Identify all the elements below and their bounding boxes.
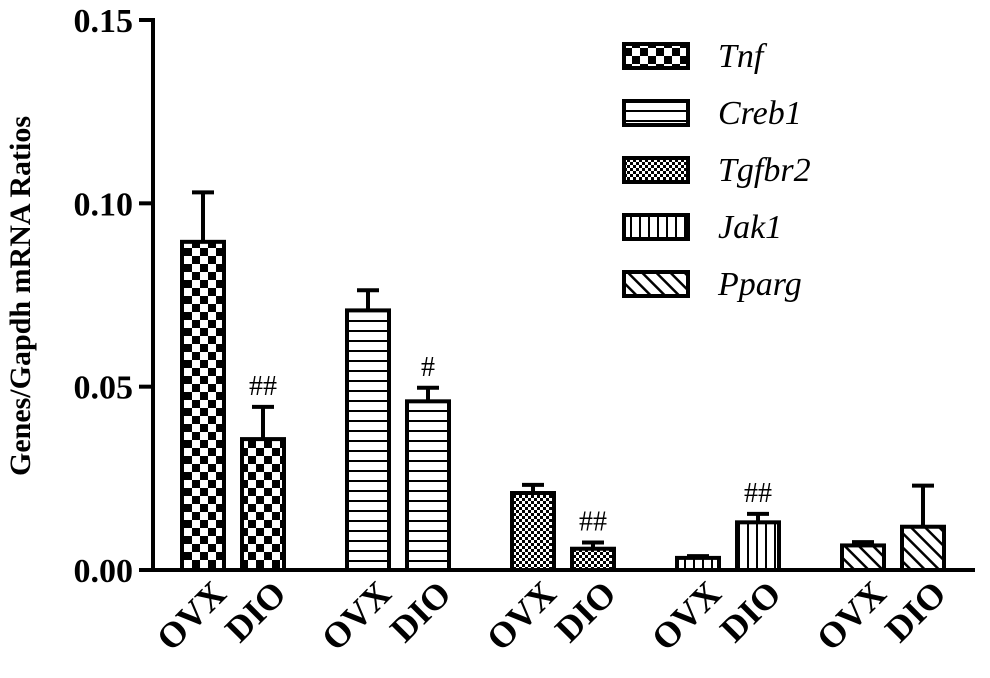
bar-tnf-dio — [240, 437, 286, 572]
y-tick-label: 0.10 — [74, 186, 134, 223]
y-tick-label: 0.00 — [74, 553, 134, 590]
x-tick-label: OVX — [149, 573, 234, 658]
x-tick-label: OVX — [314, 573, 399, 658]
legend-label-pparg: Pparg — [717, 266, 802, 303]
legend-swatch-tgfbr2 — [622, 156, 690, 184]
bar-pparg-dio — [900, 524, 946, 573]
significance-label: ## — [744, 478, 772, 509]
significance-label: ## — [249, 371, 277, 402]
x-tick-label: OVX — [644, 573, 729, 658]
significance-label: ## — [579, 507, 607, 538]
y-axis-label: Genes/Gapdh mRNA Ratios — [4, 116, 37, 476]
legend-swatch-pparg — [622, 270, 690, 298]
x-tick-label: OVX — [479, 573, 564, 658]
bar-pparg-ovx — [840, 543, 886, 573]
bar-creb1-ovx — [345, 308, 391, 572]
x-tick-label: OVX — [809, 573, 894, 658]
x-tick-label: DIO — [877, 573, 953, 649]
legend-label-jak1: Jak1 — [718, 209, 782, 246]
legend-swatch-creb1 — [622, 99, 690, 127]
y-tick-label: 0.15 — [74, 3, 134, 40]
bar-creb1-dio — [405, 399, 451, 573]
bar-tgfbr2-ovx — [510, 491, 556, 572]
legend-label-creb1: Creb1 — [718, 95, 802, 132]
legend: Tnf Creb1 Tgfbr2 Jak1 Pparg — [622, 38, 811, 303]
bar-jak1-ovx — [675, 555, 721, 573]
x-tick-label: DIO — [547, 573, 623, 649]
x-tick-label: DIO — [217, 573, 293, 649]
legend-label-tnf: Tnf — [718, 38, 768, 75]
x-tick-label: DIO — [382, 573, 458, 649]
legend-swatch-jak1 — [622, 213, 690, 241]
significance-label: # — [421, 352, 435, 383]
bar-jak1-dio — [735, 520, 781, 572]
legend-label-tgfbr2: Tgfbr2 — [718, 152, 811, 189]
legend-swatch-tnf — [622, 42, 690, 70]
bars: ####### — [180, 190, 946, 573]
y-axis: 0.00 0.05 0.10 0.15 — [74, 3, 155, 590]
bar-tgfbr2-dio — [570, 546, 616, 573]
y-tick-label: 0.05 — [74, 370, 134, 407]
x-tick-label: DIO — [712, 573, 788, 649]
bar-tnf-ovx — [180, 239, 226, 572]
